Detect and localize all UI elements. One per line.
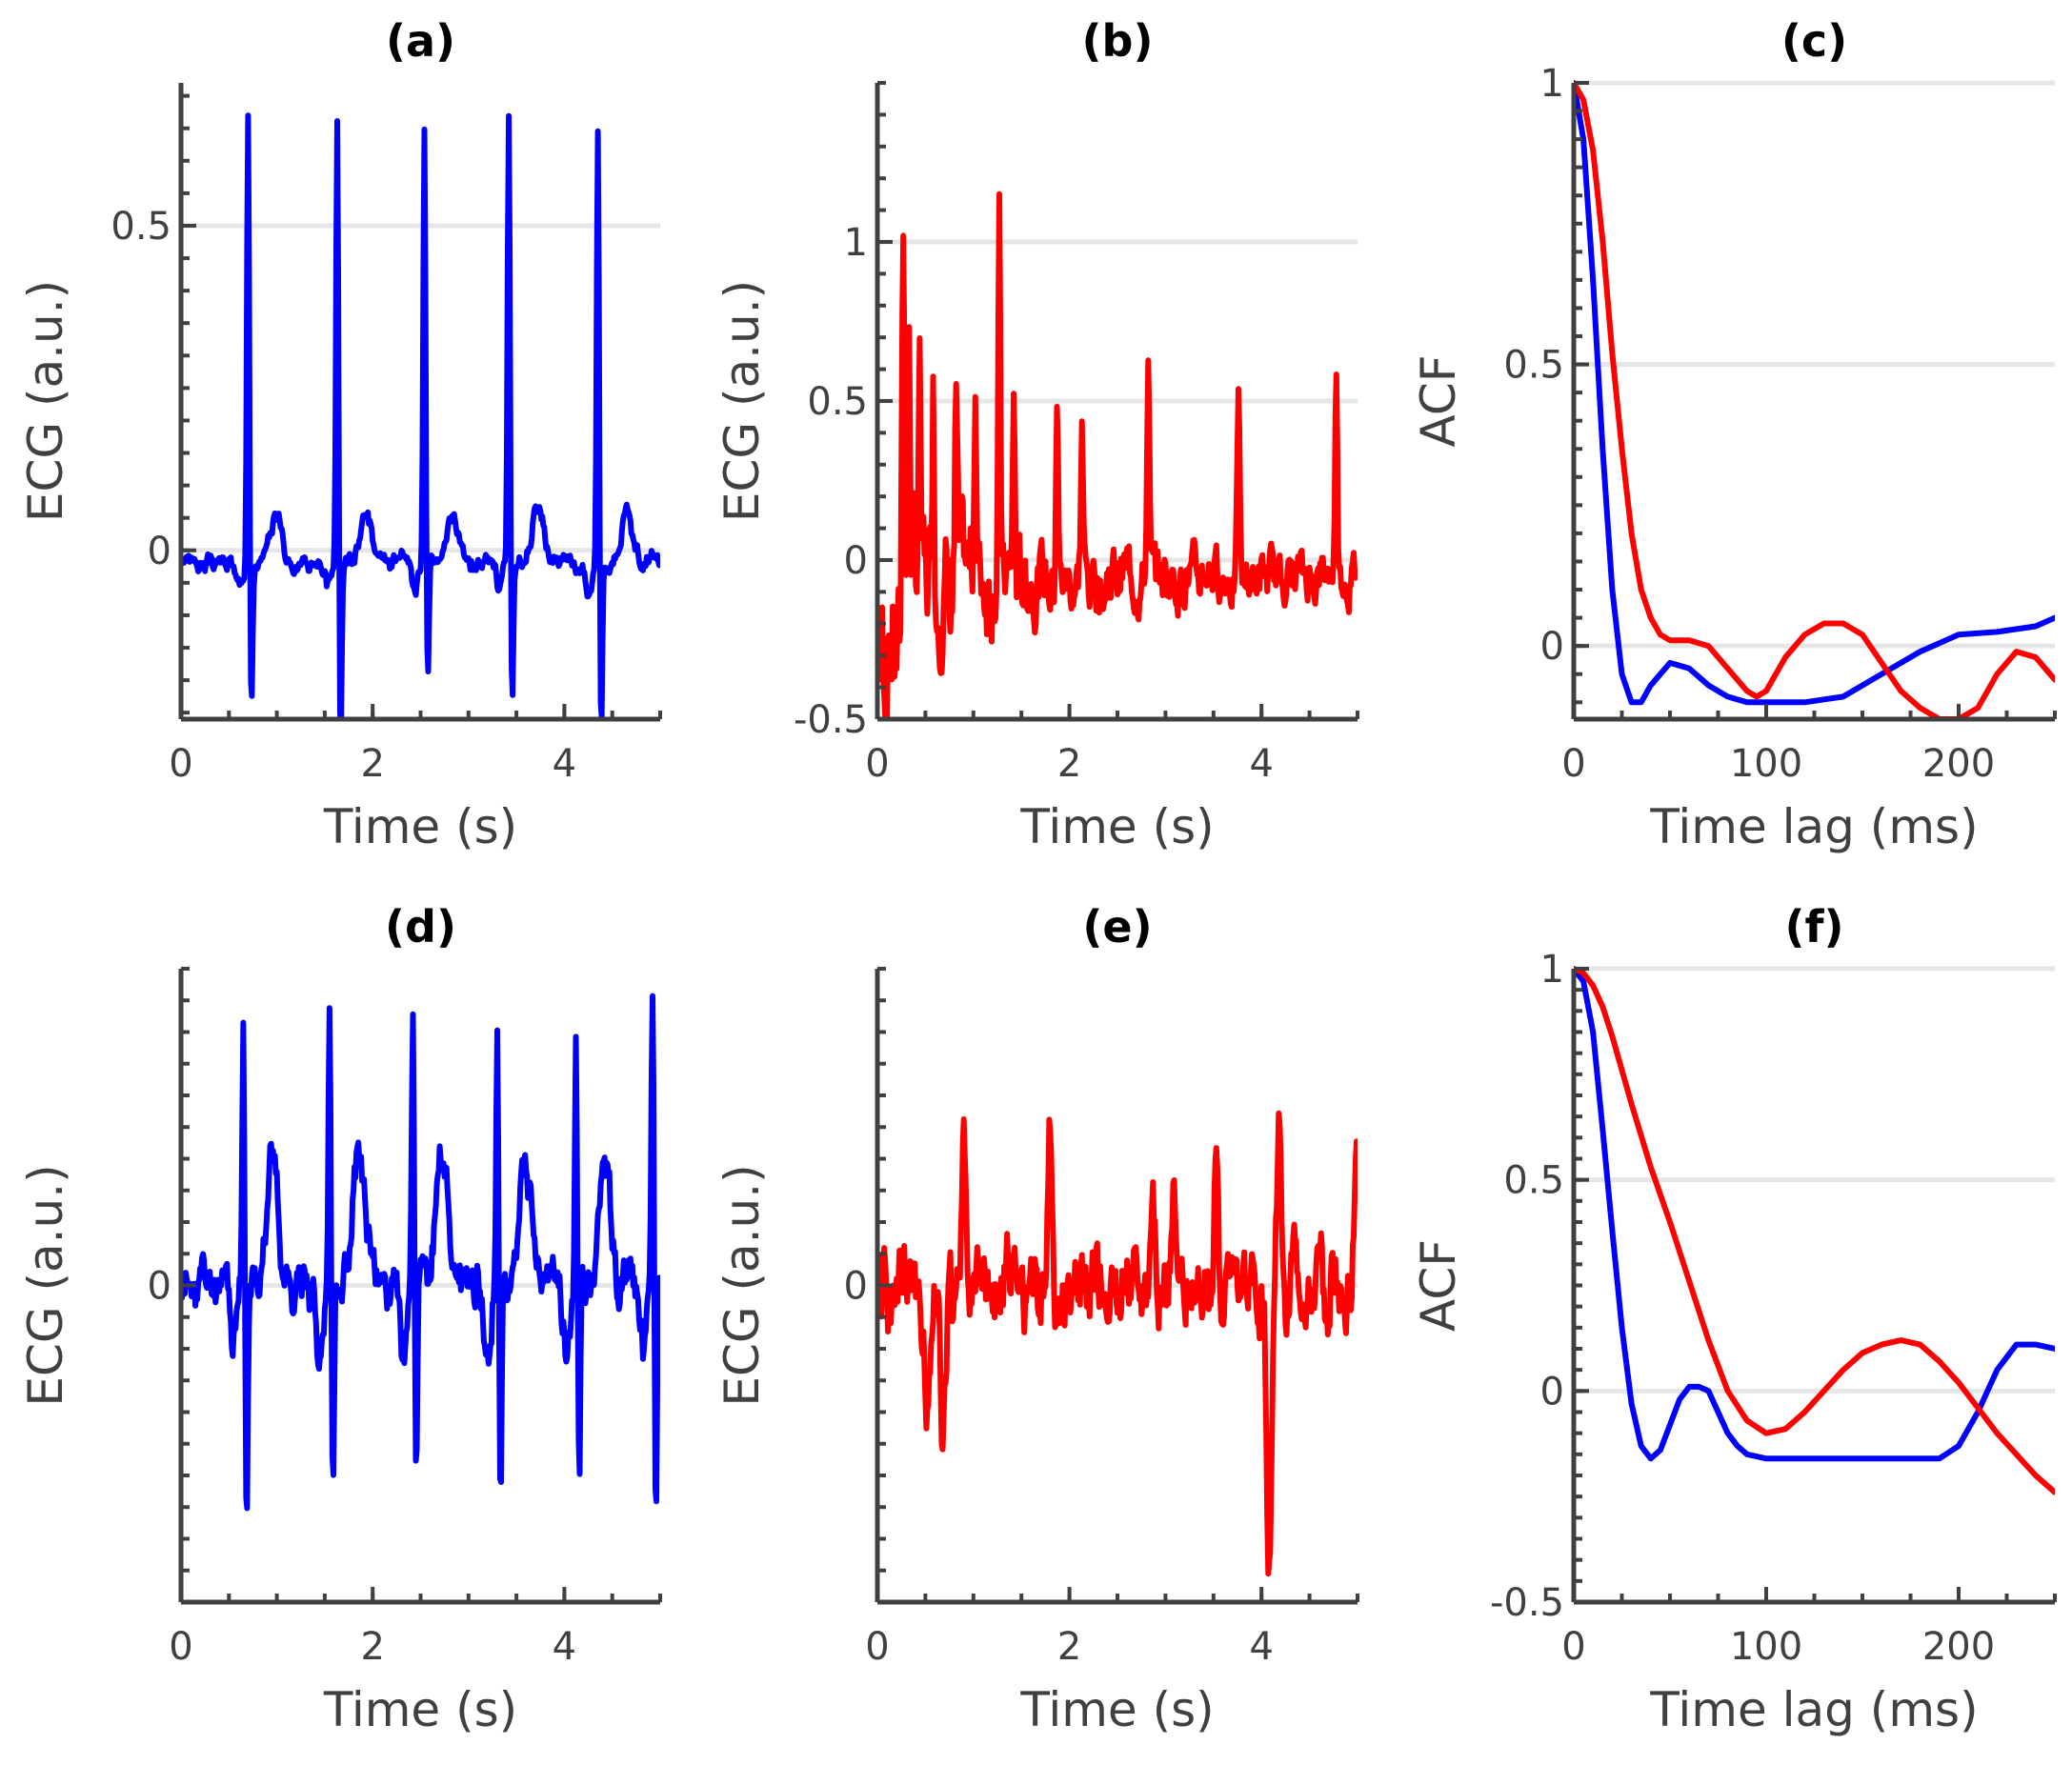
x-tick-label: 0 xyxy=(1561,742,1585,786)
panel-title: (a) xyxy=(386,15,455,67)
panel-title: (c) xyxy=(1781,15,1847,67)
y-tick-label: 1 xyxy=(844,221,868,265)
x-tick-label: 4 xyxy=(1249,1625,1273,1669)
x-tick-label: 100 xyxy=(1730,1625,1802,1669)
x-tick-label: 0 xyxy=(169,1625,192,1669)
x-axis-label: Time lag (ms) xyxy=(1649,799,1978,854)
x-tick-label: 200 xyxy=(1922,742,1995,786)
y-tick-label: 0 xyxy=(844,539,868,583)
y-tick-label: 0 xyxy=(148,1265,171,1309)
y-tick-label: 0.5 xyxy=(807,380,868,424)
panel-d: 0 2 4 0 Time (s) ECG (a.u.) (d) xyxy=(18,901,662,1737)
x-tick-label: 0 xyxy=(1561,1625,1585,1669)
x-tick-label: 2 xyxy=(360,742,384,786)
y-tick-label: -0.5 xyxy=(1490,1581,1564,1625)
y-axis-label: ECG (a.u.) xyxy=(18,280,73,522)
panel-c: 0 100 200 0 0.5 1 Time lag (ms) ACF (c) xyxy=(1411,15,2057,854)
panel-title: (f) xyxy=(1784,901,1843,953)
x-tick-label: 0 xyxy=(865,742,889,786)
y-tick-label: 0 xyxy=(1540,1370,1564,1414)
y-tick-label: 0.5 xyxy=(1503,344,1564,388)
x-tick-label: 0 xyxy=(169,742,192,786)
x-tick-label: 4 xyxy=(553,1625,576,1669)
x-axis-label: Time (s) xyxy=(1019,1682,1214,1737)
y-tick-label: 0 xyxy=(1540,625,1564,669)
x-tick-label: 100 xyxy=(1730,742,1802,786)
x-axis-label: Time (s) xyxy=(1019,799,1214,854)
x-tick-label: 4 xyxy=(1249,742,1273,786)
series-line xyxy=(1574,966,2055,1495)
y-axis-label: ECG (a.u.) xyxy=(714,280,770,522)
panel-a: 0 2 4 0 0.5 Time (s) ECG (a.u.) (a) xyxy=(18,15,662,854)
x-axis-label: Time (s) xyxy=(323,1682,517,1737)
y-tick-label: 1 xyxy=(1540,62,1564,106)
series-line xyxy=(1574,80,2055,706)
x-tick-label: 200 xyxy=(1922,1625,1995,1669)
panel-title: (b) xyxy=(1082,15,1154,67)
x-tick-label: 4 xyxy=(553,742,576,786)
panel-title: (d) xyxy=(385,901,456,953)
y-tick-label: 0.5 xyxy=(1503,1159,1564,1203)
y-axis-label: ACF xyxy=(1411,355,1466,448)
y-axis-label: ACF xyxy=(1411,1239,1466,1332)
x-tick-label: 0 xyxy=(865,1625,889,1669)
series-line xyxy=(877,1110,1358,1577)
x-tick-label: 2 xyxy=(360,1625,384,1669)
series-line xyxy=(1574,80,2055,719)
y-tick-label: 1 xyxy=(1540,948,1564,992)
series-line xyxy=(877,191,1358,719)
y-axis-label: ECG (a.u.) xyxy=(714,1164,770,1406)
x-axis-label: Time (s) xyxy=(323,799,517,854)
y-tick-label: 0.5 xyxy=(111,205,171,249)
y-tick-label: -0.5 xyxy=(794,698,868,742)
y-axis-label: ECG (a.u.) xyxy=(18,1164,73,1406)
series-line xyxy=(181,112,660,719)
x-tick-label: 2 xyxy=(1057,1625,1081,1669)
series-line xyxy=(1574,966,2055,1462)
x-axis-label: Time lag (ms) xyxy=(1649,1682,1978,1737)
panel-e: 0 2 4 0 Time (s) ECG (a.u.) (e) xyxy=(714,901,1359,1737)
x-tick-label: 2 xyxy=(1057,742,1081,786)
y-tick-label: 0 xyxy=(148,530,171,573)
panel-title: (e) xyxy=(1082,901,1152,953)
y-tick-label: 0 xyxy=(844,1265,868,1309)
series-line xyxy=(181,993,660,1512)
